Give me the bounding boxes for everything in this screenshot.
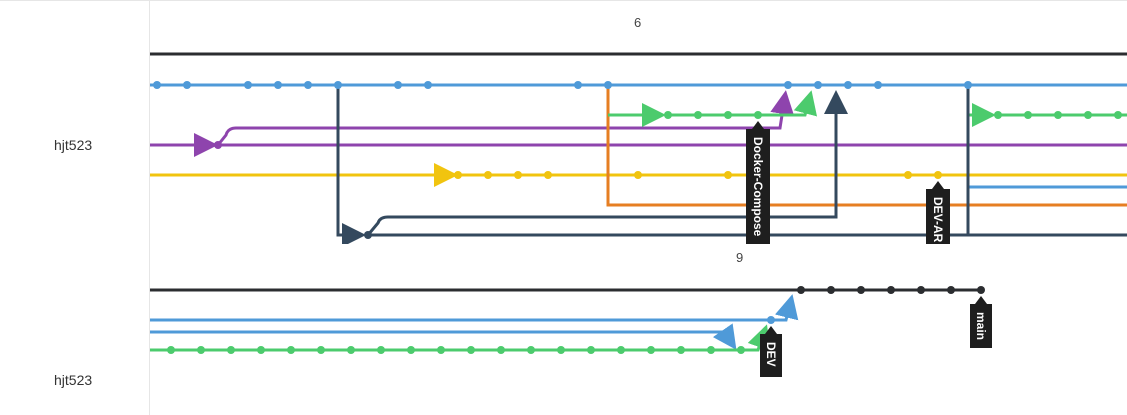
tag-label: Docker-Compose: [751, 137, 765, 237]
network-graph-bottom: DEV main: [150, 286, 992, 377]
merge-path-green: [668, 90, 818, 117]
tag-label: DEV-AR: [931, 197, 945, 243]
network-graph-panel-top: hjt523 6: [0, 0, 1127, 251]
tag-main[interactable]: main: [970, 296, 992, 348]
owner-column: hjt523: [0, 1, 150, 251]
branch-arrow-navy: [336, 85, 366, 247]
month-label: 9: [736, 250, 744, 265]
owner-column: hjt523: [0, 244, 150, 415]
tag-label: DEV: [764, 342, 778, 367]
tag-dev[interactable]: DEV: [760, 326, 782, 377]
commit-dots-yellow[interactable]: [454, 171, 942, 179]
branch-line-orange: [606, 85, 1127, 207]
commit-dot-blue[interactable]: [767, 316, 775, 324]
tag-docker-compose[interactable]: Docker-Compose: [746, 121, 770, 245]
owner-label[interactable]: hjt523: [54, 372, 93, 388]
branch-path-blue-green: [966, 85, 990, 117]
merge-path-navy: [366, 90, 848, 236]
network-graph-panel-bottom: hjt523 9: [0, 244, 1127, 415]
merge-path-blue-2: [150, 323, 737, 350]
commit-dot-purple[interactable]: [214, 141, 222, 149]
commit-dots-black[interactable]: [797, 286, 985, 294]
commit-dots-green[interactable]: [167, 346, 745, 354]
tag-label: main: [974, 312, 988, 340]
merge-path-blue: [150, 294, 799, 322]
owner-label[interactable]: hjt523: [54, 137, 93, 153]
commit-dot-navy[interactable]: [364, 231, 372, 239]
commit-dots-green[interactable]: [664, 111, 1122, 119]
tag-dev-ar[interactable]: DEV-AR: [926, 181, 950, 245]
month-label: 6: [634, 15, 642, 30]
network-graph-top: Docker-Compose DEV-AR: [150, 52, 1127, 247]
commit-dots-blue[interactable]: [153, 81, 972, 89]
merge-path-purple: [216, 90, 795, 146]
